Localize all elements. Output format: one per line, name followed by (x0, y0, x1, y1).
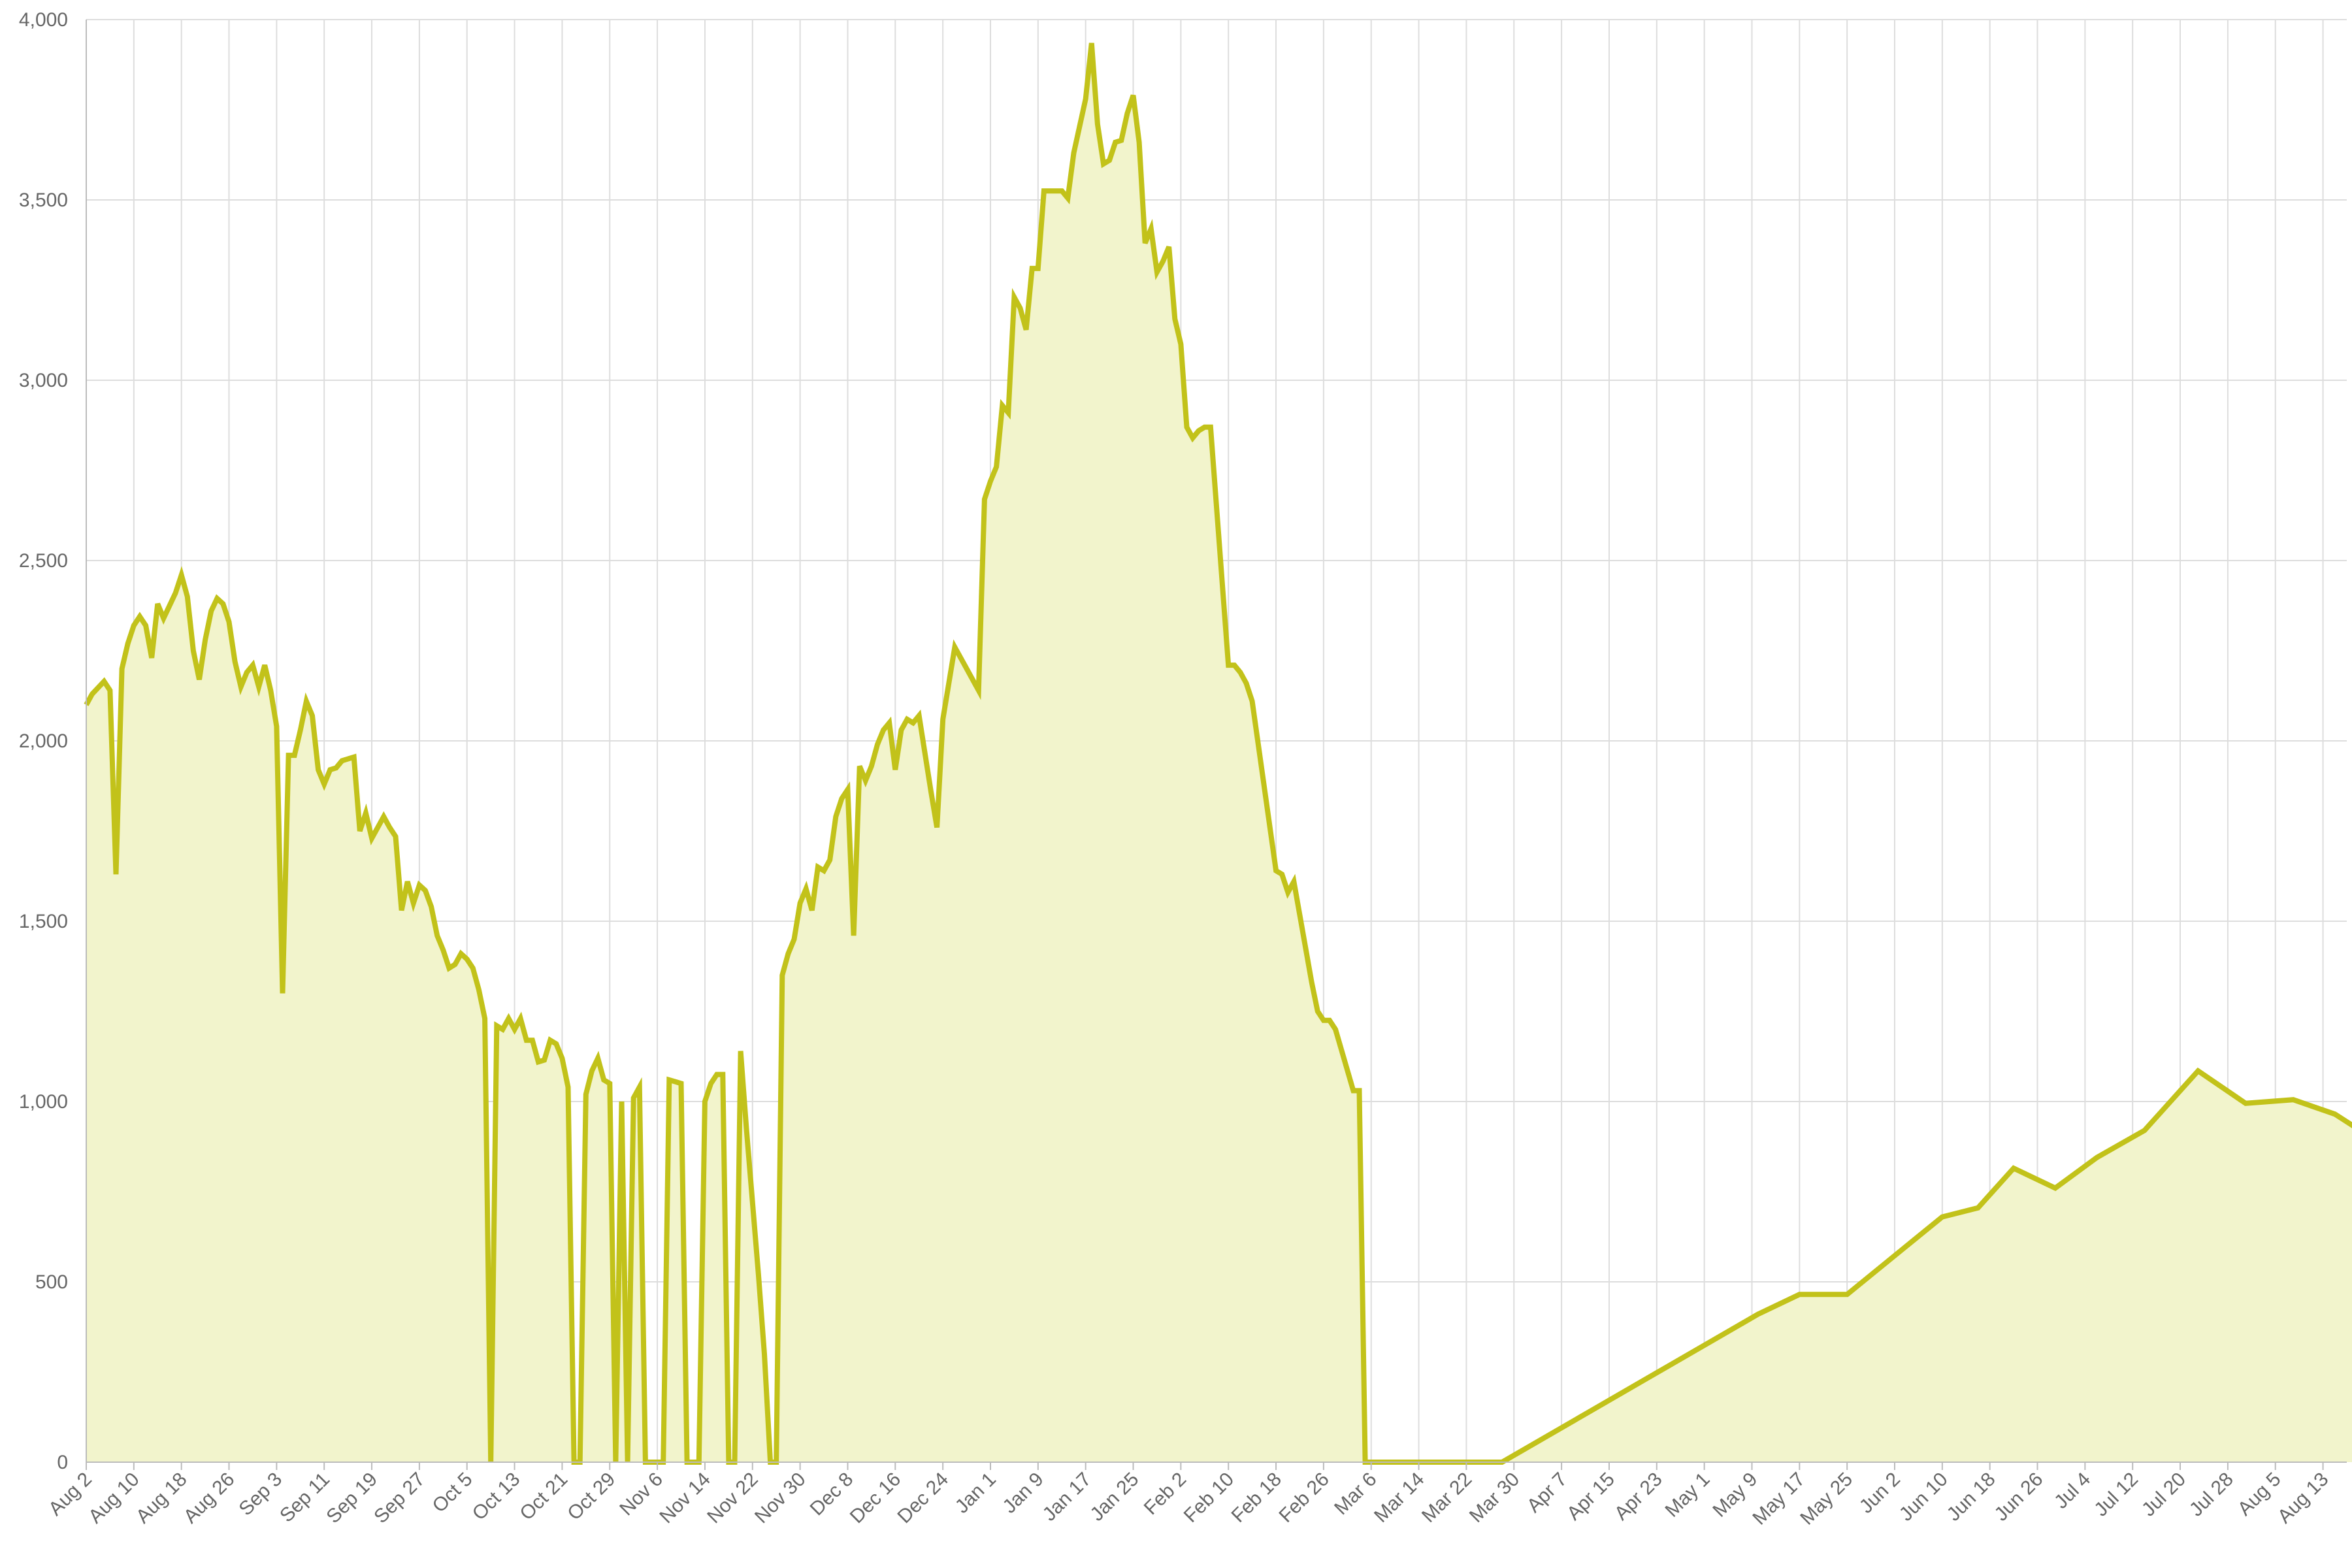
x-tick-label: Feb 18 (1228, 1469, 1286, 1527)
x-tick-label: Sep 19 (322, 1469, 382, 1528)
y-tick-label: 1,500 (19, 911, 68, 932)
x-tick-label: Mar 14 (1370, 1469, 1428, 1527)
x-tick-label: Mar 30 (1465, 1469, 1524, 1527)
x-tick-label: Jun 18 (1943, 1469, 2000, 1526)
x-tick-label: Jun 10 (1895, 1469, 1952, 1526)
x-tick-label: May 17 (1748, 1469, 1809, 1529)
x-tick-label: Oct 29 (563, 1469, 619, 1525)
x-tick-label: Jul 20 (2138, 1469, 2190, 1521)
x-tick-label: Jul 28 (2185, 1469, 2238, 1521)
series-area-fill (86, 42, 2352, 1462)
y-tick-label: 3,000 (19, 370, 68, 391)
x-tick-label: Dec 24 (894, 1469, 953, 1528)
y-tick-label: 4,000 (19, 9, 68, 31)
x-tick-label: Sep 27 (370, 1469, 429, 1528)
x-tick-label: Jul 12 (2090, 1469, 2142, 1521)
x-tick-label: Apr 15 (1563, 1469, 1619, 1525)
x-tick-label: May 25 (1796, 1469, 1857, 1529)
x-tick-label: May 1 (1661, 1469, 1714, 1522)
y-tick-label: 2,500 (19, 550, 68, 572)
y-tick-label: 1,000 (19, 1091, 68, 1113)
x-tick-label: Oct 13 (468, 1469, 525, 1525)
y-tick-label: 500 (35, 1271, 68, 1293)
x-tick-label: Jun 26 (1990, 1469, 2047, 1526)
x-tick-label: Mar 22 (1418, 1469, 1476, 1527)
x-tick-label: Aug 10 (84, 1469, 144, 1528)
y-tick-label: 2,000 (19, 730, 68, 752)
x-tick-label: Jan 17 (1039, 1469, 1096, 1526)
y-tick-label: 0 (57, 1452, 68, 1473)
x-tick-label: Aug 26 (180, 1469, 239, 1528)
x-tick-label: Nov 14 (655, 1469, 715, 1528)
x-tick-label: Sep 11 (276, 1469, 334, 1527)
x-tick-label: Aug 13 (2274, 1469, 2333, 1528)
series-line (84, 42, 2352, 1465)
x-tick-label: Feb 10 (1180, 1469, 1238, 1527)
x-tick-label: Nov 22 (703, 1469, 762, 1528)
x-tick-label: Oct 21 (516, 1469, 572, 1525)
x-tick-label: Nov 30 (751, 1469, 810, 1528)
x-tick-label: Feb 26 (1275, 1469, 1333, 1527)
y-tick-label: 3,500 (19, 189, 68, 211)
area-layer (84, 42, 2352, 1465)
x-tick-label: Dec 16 (846, 1469, 906, 1528)
axis-layer (86, 20, 2347, 1470)
x-tick-label: Apr 23 (1610, 1469, 1667, 1525)
x-tick-label: Aug 18 (132, 1469, 191, 1528)
x-tick-label: Jan 1 (951, 1469, 1000, 1518)
x-tick-label: Jul 4 (2050, 1469, 2095, 1513)
x-tick-label: Jan 25 (1086, 1469, 1143, 1526)
